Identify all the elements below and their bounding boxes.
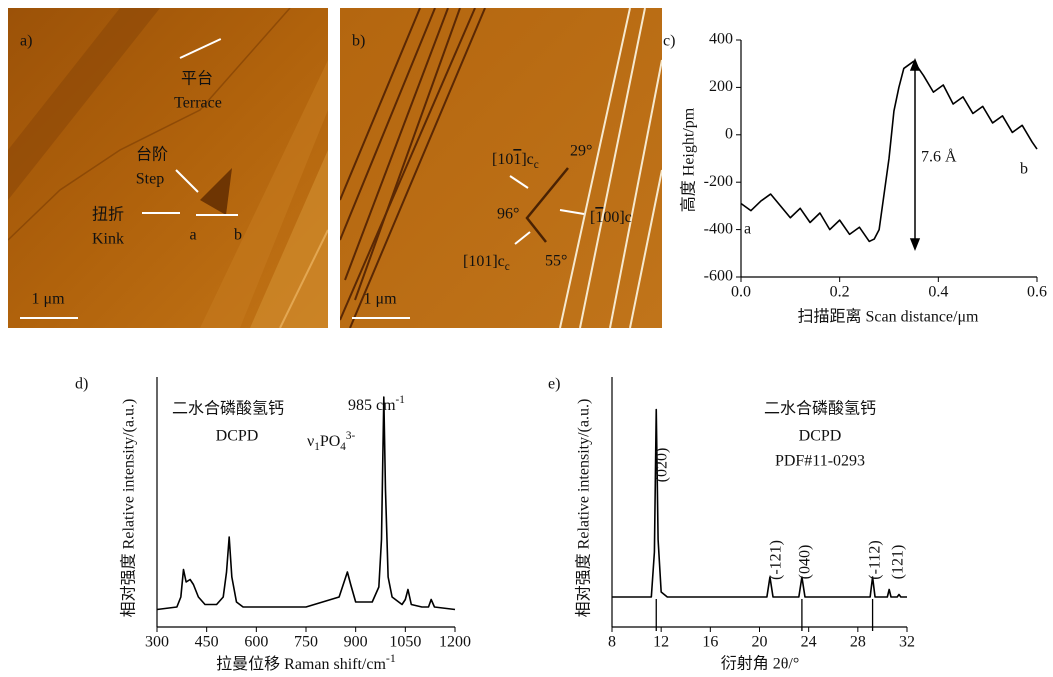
x-tick-label: 0.6 [1027, 284, 1047, 301]
image-annotation: 29° [570, 143, 592, 160]
x-tick-label: 300 [145, 634, 169, 651]
annotation: (-112) [867, 540, 884, 579]
x-tick-label: 450 [195, 634, 219, 651]
image-annotation-part: [10 [492, 151, 513, 168]
scale-bar-label: 1 μm [31, 291, 65, 308]
image-annotation-part: 00]c [603, 209, 631, 226]
y-tick-label: 0 [725, 125, 733, 142]
image-annotation: [101]cc [492, 151, 539, 171]
annotation-part: -1 [396, 394, 405, 406]
annotation: (121) [890, 545, 907, 580]
y-tick-label: -600 [704, 268, 733, 285]
annotation-part: 1 [314, 441, 320, 453]
image-annotation-part: c [505, 261, 510, 273]
x-tick-label: 900 [344, 634, 368, 651]
annotation: b [1020, 161, 1028, 178]
annotation-part: 985 cm [348, 397, 396, 414]
image-annotation: 扭折 [92, 206, 124, 224]
annotation: a [744, 221, 751, 238]
annotation: (020) [654, 448, 671, 483]
annotation-part: ν [307, 433, 314, 450]
panel-label: d) [75, 376, 88, 393]
data-line [156, 396, 456, 611]
image-annotation: [101]cc [463, 253, 510, 273]
x-tick-label: 600 [244, 634, 268, 651]
y-axis-label: 高度 Height/pm [680, 107, 698, 212]
panel-label: a) [20, 33, 32, 50]
annotation-part: 3- [346, 430, 356, 442]
height-arrow [909, 57, 921, 252]
image-annotation-part: 1 [513, 151, 521, 168]
annotation: DCPD [216, 428, 259, 445]
image-annotation: b [234, 227, 242, 244]
annotation: 7.6 Å [921, 148, 957, 166]
x-tick-label: 16 [702, 634, 718, 651]
x-axis-label: 衍射角 2θ/° [721, 655, 800, 673]
y-axis-label: 相对强度 Relative intensity/(a.u.) [575, 399, 593, 618]
annotation: (-121) [768, 540, 785, 580]
image-annotation: 平台 [181, 70, 213, 88]
image-annotation: 96° [497, 206, 519, 223]
y-tick-label: 200 [709, 78, 733, 95]
data-line [740, 60, 1038, 243]
image-annotation: 台阶 [136, 146, 168, 164]
x-tick-label: 28 [850, 634, 866, 651]
x-tick-label: 0.2 [830, 284, 850, 301]
image-annotation-part: [101]c [463, 253, 505, 270]
image-annotation-part: [ [590, 209, 595, 226]
annotation: 985 cm-1 [348, 394, 405, 414]
x-tick-label: 24 [801, 634, 817, 651]
image-annotation: Terrace [174, 95, 222, 112]
image-annotation-part: c [534, 159, 539, 171]
image-annotation: [100]c [590, 209, 632, 226]
data-line [612, 408, 907, 598]
image-annotation: 55° [545, 253, 567, 270]
x-axis-label: 扫描距离 Scan distance/μm [798, 308, 980, 326]
x-tick-label: 750 [294, 634, 318, 651]
image-annotation-part: ]c [521, 151, 533, 168]
afm-image-a [8, 8, 328, 328]
annotation: 二水合磷酸氢钙 [764, 400, 876, 418]
y-tick-label: -200 [704, 173, 733, 190]
x-axis-label-part: 拉曼位移 Raman shift/cm [216, 655, 386, 673]
panel-label: c) [663, 33, 675, 50]
annotation-part: 4 [340, 441, 346, 453]
x-tick-label: 0.4 [928, 284, 948, 301]
annotation: DCPD [799, 428, 842, 445]
y-axis-label: 相对强度 Relative intensity/(a.u.) [120, 399, 138, 618]
annotation: 二水合磷酸氢钙 [172, 400, 284, 418]
image-annotation-part: 1 [595, 209, 603, 226]
y-tick-label: -400 [704, 220, 733, 237]
image-annotation: Kink [92, 231, 124, 248]
annotation: ν1PO43- [307, 430, 355, 453]
annotation-part: PO [320, 433, 340, 450]
annotation: (040) [797, 545, 814, 580]
scale-bar-label: 1 μm [363, 291, 397, 308]
x-tick-label: 0.0 [731, 284, 751, 301]
x-tick-label: 8 [608, 634, 616, 651]
panel-label: e) [548, 376, 560, 393]
x-tick-label: 1050 [389, 634, 421, 651]
annotation: PDF#11-0293 [775, 453, 865, 470]
x-axis-label-part: -1 [386, 651, 396, 665]
x-axis-label: 拉曼位移 Raman shift/cm-1 [216, 651, 396, 673]
y-tick-label: 400 [709, 31, 733, 48]
x-tick-label: 20 [752, 634, 768, 651]
x-tick-label: 32 [899, 634, 915, 651]
x-tick-label: 12 [653, 634, 669, 651]
x-tick-label: 1200 [439, 634, 471, 651]
image-annotation: Step [136, 171, 164, 188]
afm-image-b [340, 8, 662, 328]
image-annotation: a [189, 227, 196, 244]
panel-label: b) [352, 33, 365, 50]
